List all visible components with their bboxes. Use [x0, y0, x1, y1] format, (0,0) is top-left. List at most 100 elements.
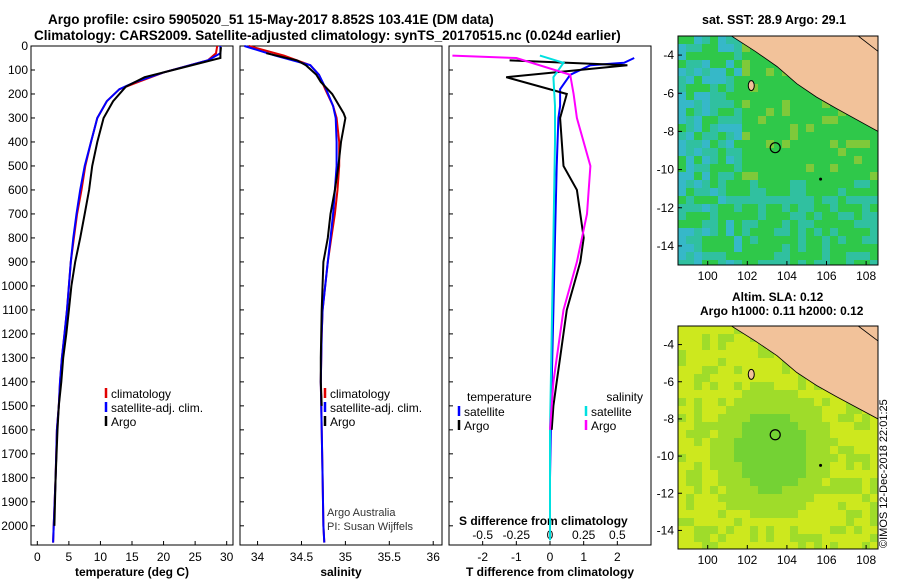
- map-cell: [814, 164, 822, 172]
- map-cell: [806, 148, 814, 156]
- map-cell: [678, 140, 686, 148]
- map-cell: [734, 454, 742, 462]
- map-cell: [742, 140, 750, 148]
- map-cell: [710, 60, 718, 68]
- map-cell: [686, 260, 694, 265]
- map-cell: [862, 228, 870, 236]
- map-cell: [782, 398, 790, 406]
- map-cell: [694, 236, 702, 244]
- map-cell: [702, 140, 710, 148]
- map-cell: [726, 116, 734, 124]
- map-cell: [846, 502, 854, 510]
- map-cell: [742, 204, 750, 212]
- map-cell: [734, 52, 742, 60]
- map-cell: [678, 430, 686, 438]
- map-cell: [798, 534, 806, 542]
- map-cell: [870, 510, 878, 518]
- map-cell: [702, 390, 710, 398]
- map-cell: [790, 446, 798, 454]
- map-cell: [814, 156, 822, 164]
- map-cell: [830, 486, 838, 494]
- map-cell: [678, 220, 686, 228]
- map-cell: [822, 422, 830, 430]
- map-cell: [766, 518, 774, 526]
- map-cell: [734, 342, 742, 350]
- map-cell: [758, 92, 766, 100]
- map-cell: [782, 430, 790, 438]
- map-cell: [830, 518, 838, 526]
- map-cell: [750, 260, 758, 265]
- map-cell: [710, 116, 718, 124]
- sla-map-title: Altim. SLA: 0.12: [732, 290, 824, 304]
- map-cell: [862, 526, 870, 534]
- map-cell: [710, 494, 718, 502]
- map-cell: [766, 172, 774, 180]
- map-cell: [822, 236, 830, 244]
- map-cell: [710, 36, 718, 44]
- map-x-tick-label: 108: [856, 553, 876, 567]
- map-cell: [814, 180, 822, 188]
- map-cell: [862, 454, 870, 462]
- map-cell: [710, 350, 718, 358]
- map-cell: [822, 470, 830, 478]
- map-cell: [814, 422, 822, 430]
- map-cell: [758, 358, 766, 366]
- map-cell: [734, 220, 742, 228]
- map-cell: [790, 478, 798, 486]
- map-cell: [750, 374, 758, 382]
- map-cell: [814, 132, 822, 140]
- map-cell: [790, 260, 798, 265]
- map-cell: [734, 60, 742, 68]
- map-cell: [846, 180, 854, 188]
- map-cell: [694, 350, 702, 358]
- map-cell: [774, 406, 782, 414]
- map-cell: [694, 470, 702, 478]
- map-cell: [702, 526, 710, 534]
- map-cell: [758, 478, 766, 486]
- map-cell: [702, 212, 710, 220]
- map-cell: [734, 180, 742, 188]
- map-cell: [734, 244, 742, 252]
- map-cell: [678, 116, 686, 124]
- map-cell: [766, 60, 774, 68]
- map-cell: [702, 374, 710, 382]
- map-cell: [742, 260, 750, 265]
- map-cell: [718, 36, 726, 44]
- legend-title-salinity: salinity: [606, 390, 643, 404]
- map-cell: [750, 390, 758, 398]
- map-cell: [718, 196, 726, 204]
- map-cell: [862, 172, 870, 180]
- y-tick-label: 2000: [1, 519, 28, 533]
- map-cell: [718, 470, 726, 478]
- map-cell: [734, 526, 742, 534]
- map-cell: [814, 116, 822, 124]
- map-cell: [782, 406, 790, 414]
- map-cell: [734, 406, 742, 414]
- map-cell: [798, 382, 806, 390]
- legend-label: Argo: [464, 419, 490, 433]
- map-cell: [862, 180, 870, 188]
- map-cell: [782, 390, 790, 398]
- map-cell: [742, 390, 750, 398]
- map-cell: [774, 502, 782, 510]
- map-cell: [798, 430, 806, 438]
- map-cell: [798, 108, 806, 116]
- map-cell: [830, 478, 838, 486]
- y-tick-label: 300: [8, 111, 28, 125]
- map-cell: [742, 366, 750, 374]
- map-cell: [854, 180, 862, 188]
- map-cell: [782, 140, 790, 148]
- x-tick-label: -2: [477, 550, 488, 564]
- map-cell: [702, 196, 710, 204]
- map-cell: [870, 518, 878, 526]
- map-cell: [782, 228, 790, 236]
- map-cell: [710, 156, 718, 164]
- y-tick-label: 800: [8, 231, 28, 245]
- map-cell: [806, 534, 814, 542]
- map-cell: [694, 76, 702, 84]
- map-cell: [694, 36, 702, 44]
- map-cell: [774, 518, 782, 526]
- map-cell: [694, 172, 702, 180]
- map-cell: [758, 244, 766, 252]
- map-cell: [742, 494, 750, 502]
